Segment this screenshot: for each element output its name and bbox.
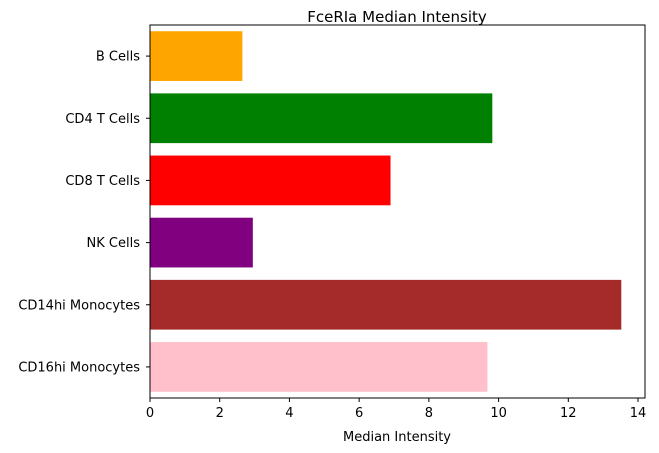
y-tick-label: NK Cells — [87, 236, 141, 251]
x-tick-label: 6 — [355, 406, 363, 421]
bar-cd4-t-cells — [150, 93, 493, 144]
x-tick-label: 10 — [490, 406, 507, 421]
bar-b-cells — [150, 31, 243, 81]
x-tick-label: 0 — [146, 406, 154, 421]
y-tick-label: CD16hi Monocytes — [18, 360, 140, 375]
bar-cd14hi-monocytes — [150, 279, 622, 330]
y-tick-label: CD14hi Monocytes — [18, 298, 140, 313]
y-tick-label: CD4 T Cells — [65, 112, 140, 127]
x-axis-label: Median Intensity — [343, 430, 451, 445]
x-tick-label: 12 — [560, 406, 577, 421]
y-tick-label: B Cells — [96, 50, 140, 65]
bar-nk-cells — [150, 217, 253, 268]
y-tick-label: CD8 T Cells — [65, 174, 140, 189]
x-axis-ticks: 0 2 4 6 8 10 12 14 — [146, 398, 646, 421]
bars-group — [150, 31, 622, 392]
chart-title: FceRIa Median Intensity — [307, 8, 487, 26]
plot-frame — [149, 24, 646, 399]
x-tick-label: 4 — [285, 406, 293, 421]
x-tick-label: 14 — [630, 406, 647, 421]
x-tick-label: 2 — [216, 406, 224, 421]
y-axis-ticks: B Cells CD4 T Cells CD8 T Cells NK Cells CD1… — [18, 50, 150, 375]
bar-cd8-t-cells — [150, 155, 391, 206]
x-tick-label: 8 — [425, 406, 433, 421]
bar-cd16hi-monocytes — [150, 342, 488, 392]
